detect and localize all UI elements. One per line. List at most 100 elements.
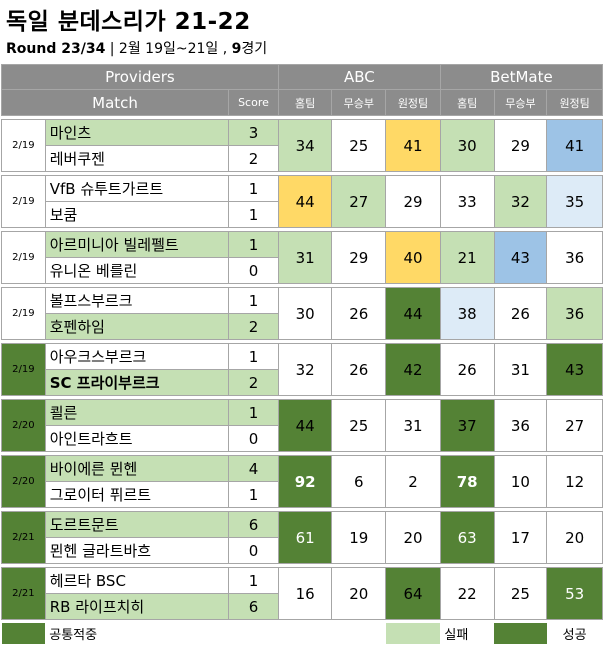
- legend-common-swatch: [1, 623, 46, 644]
- match-date: 2/21: [1, 511, 46, 564]
- away-team: 유니온 베를린: [44, 257, 230, 284]
- betmate-draw-prob: 10: [493, 455, 548, 508]
- betmate-away-prob: 43: [546, 343, 603, 396]
- abc-away-prob: 20: [385, 511, 441, 564]
- home-score: 1: [228, 567, 279, 594]
- betmate-home-prob: 33: [439, 175, 495, 228]
- abc-draw-prob: 25: [331, 119, 387, 172]
- betmate-home-header: 홈팀: [439, 89, 495, 116]
- match-row: 2/21 도르트문트 6 61 19 20 63 17 20: [1, 511, 603, 564]
- home-team: 볼프스부르크: [44, 287, 230, 314]
- betmate-draw-header: 무승부: [493, 89, 548, 116]
- abc-away-prob: 2: [385, 455, 441, 508]
- match-date: 2/19: [1, 343, 46, 396]
- home-team: 도르트문트: [44, 511, 230, 538]
- home-score: 1: [228, 231, 279, 258]
- match-date: 2/19: [1, 119, 46, 172]
- betmate-draw-prob: 25: [493, 567, 548, 620]
- legend: 공통적중 실패 성공: [1, 623, 603, 644]
- betmate-draw-prob: 31: [493, 343, 548, 396]
- home-score: 1: [228, 175, 279, 202]
- abc-away-prob: 44: [385, 287, 441, 340]
- home-team: 아우크스부르크: [44, 343, 230, 370]
- betmate-draw-prob: 32: [493, 175, 548, 228]
- provider-abc-header: ABC: [277, 64, 441, 90]
- betmate-home-prob: 38: [439, 287, 495, 340]
- prediction-table: Providers ABC BetMate Match Score 홈팀 무승부…: [0, 64, 603, 644]
- betmate-away-prob: 35: [546, 175, 603, 228]
- betmate-away-prob: 27: [546, 399, 603, 452]
- games-count: 9: [231, 41, 242, 57]
- match-row: 2/19 아르미니아 빌레펠트 1 31 29 40 21 43 36: [1, 231, 603, 284]
- abc-draw-prob: 20: [331, 567, 387, 620]
- abc-draw-prob: 26: [331, 343, 387, 396]
- away-team: 보쿰: [44, 201, 230, 228]
- abc-away-header: 원정팀: [385, 89, 441, 116]
- away-team: RB 라이프치히: [44, 593, 230, 620]
- home-score: 4: [228, 455, 279, 482]
- match-row: 2/20 바이에른 뮌헨 4 92 6 2 78 10 12: [1, 455, 603, 508]
- away-team: 레버쿠젠: [44, 145, 230, 172]
- match-date: 2/21: [1, 567, 46, 620]
- match-date: 2/19: [1, 175, 46, 228]
- abc-draw-prob: 25: [331, 399, 387, 452]
- legend-fail-swatch: [385, 623, 441, 644]
- betmate-home-prob: 78: [439, 455, 495, 508]
- home-team: 바이에른 뮌헨: [44, 455, 230, 482]
- abc-draw-prob: 19: [331, 511, 387, 564]
- home-score: 1: [228, 343, 279, 370]
- match-header: Match: [0, 89, 230, 116]
- abc-home-prob: 30: [277, 287, 333, 340]
- abc-away-prob: 41: [385, 119, 441, 172]
- match-row: 2/21 헤르타 BSC 1 16 20 64 22 25 53: [1, 567, 603, 620]
- games-suffix: 경기: [241, 41, 268, 57]
- betmate-home-prob: 26: [439, 343, 495, 396]
- home-team: 헤르타 BSC: [44, 567, 230, 594]
- away-score: 2: [228, 145, 279, 172]
- legend-success-label: 성공: [562, 628, 587, 643]
- abc-home-prob: 32: [277, 343, 333, 396]
- betmate-home-prob: 37: [439, 399, 495, 452]
- round-dates: | 2월 19일~21일 ,: [105, 41, 232, 57]
- home-team: 아르미니아 빌레펠트: [44, 231, 230, 258]
- abc-away-prob: 29: [385, 175, 441, 228]
- abc-home-header: 홈팀: [277, 89, 333, 116]
- away-score: 2: [228, 313, 279, 340]
- abc-home-prob: 34: [277, 119, 333, 172]
- abc-home-prob: 16: [277, 567, 333, 620]
- betmate-home-prob: 21: [439, 231, 495, 284]
- abc-draw-prob: 29: [331, 231, 387, 284]
- away-score: 0: [228, 257, 279, 284]
- match-row: 2/19 VfB 슈투트가르트 1 44 27 29 33 32 35: [1, 175, 603, 228]
- abc-home-prob: 92: [277, 455, 333, 508]
- legend-fail-label: 실패: [444, 628, 469, 643]
- match-date: 2/19: [1, 287, 46, 340]
- provider-betmate-header: BetMate: [439, 64, 603, 90]
- away-team: SC 프라이부르크: [44, 369, 230, 396]
- betmate-home-prob: 22: [439, 567, 495, 620]
- betmate-away-prob: 36: [546, 287, 603, 340]
- round-info: Round 23/34 | 2월 19일~21일 , 9경기: [6, 38, 267, 58]
- abc-draw-prob: 26: [331, 287, 387, 340]
- home-team-name: 헤르타 BSC: [49, 572, 126, 590]
- away-score: 1: [228, 481, 279, 508]
- betmate-away-prob: 12: [546, 455, 603, 508]
- away-score: 6: [228, 593, 279, 620]
- away-team: 호펜하임: [44, 313, 230, 340]
- betmate-draw-prob: 36: [493, 399, 548, 452]
- betmate-home-prob: 30: [439, 119, 495, 172]
- home-team: 마인츠: [44, 119, 230, 146]
- betmate-away-header: 원정팀: [546, 89, 603, 116]
- round-label: Round 23/34: [6, 41, 106, 57]
- betmate-away-prob: 53: [546, 567, 603, 620]
- betmate-draw-prob: 43: [493, 231, 548, 284]
- abc-home-prob: 61: [277, 511, 333, 564]
- abc-away-prob: 40: [385, 231, 441, 284]
- abc-away-prob: 42: [385, 343, 441, 396]
- betmate-draw-prob: 26: [493, 287, 548, 340]
- betmate-home-prob: 63: [439, 511, 495, 564]
- home-team: 쾰른: [44, 399, 230, 426]
- abc-home-prob: 44: [277, 175, 333, 228]
- home-score: 6: [228, 511, 279, 538]
- away-score: 1: [228, 201, 279, 228]
